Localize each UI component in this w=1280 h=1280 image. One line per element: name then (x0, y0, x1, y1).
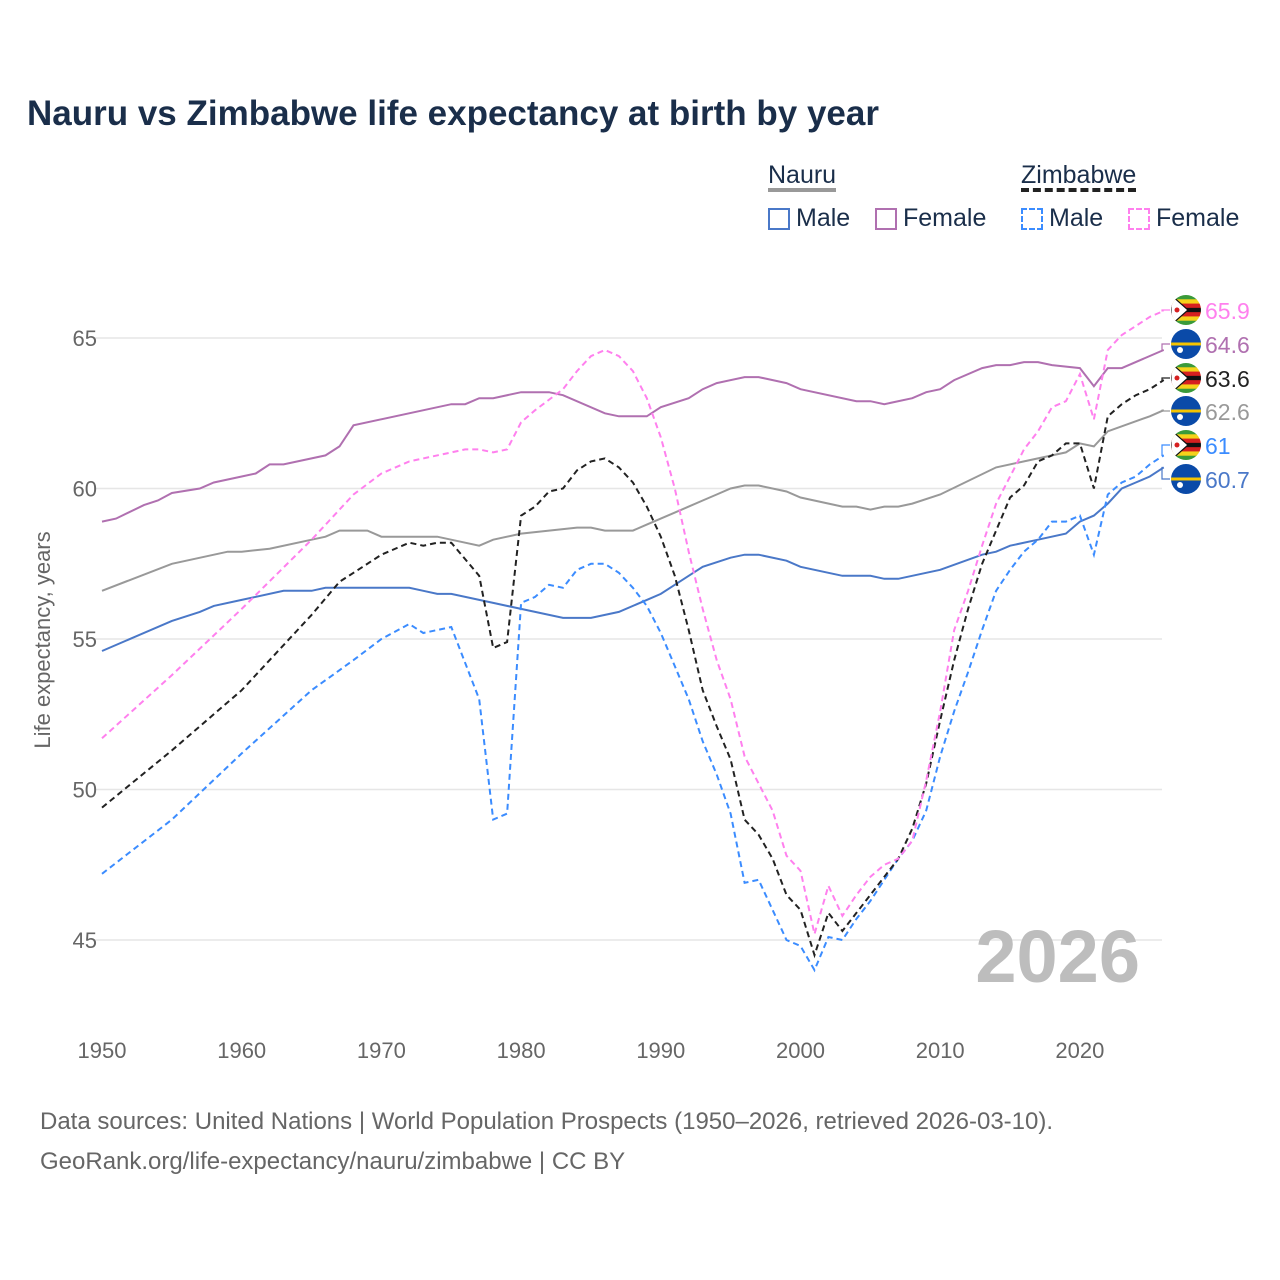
series-line-nauru-female (101, 349, 1165, 523)
chart-title: Nauru vs Zimbabwe life expectancy at bir… (27, 94, 879, 133)
label-connector (1161, 309, 1170, 312)
end-value-label: 60.7 (1205, 467, 1250, 493)
legend-label: Female (903, 204, 987, 232)
legend-swatch (1021, 207, 1043, 230)
legend-group-nauru: Nauru (768, 162, 837, 192)
source-line: Data sources: United Nations | World Pop… (40, 1108, 1054, 1135)
nauru-flag-icon (1171, 396, 1201, 426)
label-connector (1161, 409, 1170, 412)
series-line-zimbabwe-female (101, 309, 1165, 935)
legend-label: Female (1156, 204, 1240, 232)
year-watermark: 2026 (975, 915, 1140, 998)
end-value-label: 64.6 (1205, 332, 1250, 358)
x-tick-label: 1970 (357, 1038, 406, 1063)
x-tick-label: 1980 (497, 1038, 546, 1063)
end-value-label: 62.6 (1205, 399, 1250, 425)
legend-item-zimbabwe-male[interactable]: Male (1021, 204, 1103, 233)
x-tick-label: 2020 (1055, 1038, 1104, 1063)
label-connector (1161, 377, 1170, 381)
y-tick-label: 65 (73, 326, 97, 351)
zimbabwe-flag-icon (1171, 295, 1201, 325)
y-axis-label: Life expectancy, years (30, 531, 55, 748)
end-value-label: 61 (1205, 433, 1231, 459)
y-tick-label: 45 (73, 928, 97, 953)
nauru-flag-icon (1171, 329, 1201, 359)
legend-label: Male (796, 204, 851, 232)
zimbabwe-flag-icon (1171, 430, 1201, 460)
legend-item-zimbabwe-female[interactable]: Female (1128, 204, 1239, 233)
x-tick-label: 2000 (776, 1038, 825, 1063)
y-tick-label: 50 (73, 778, 97, 803)
end-value-label: 63.6 (1205, 366, 1250, 392)
series-line-nauru-male (101, 466, 1165, 652)
series-line-zimbabwe-male (101, 454, 1165, 973)
x-tick-label: 1950 (78, 1038, 127, 1063)
label-connector (1161, 466, 1170, 480)
x-tick-label: 1960 (217, 1038, 266, 1063)
zimbabwe-flag-icon (1171, 363, 1201, 393)
x-tick-label: 2010 (916, 1038, 965, 1063)
series-line-nauru (101, 409, 1165, 592)
x-tick-label: 1990 (636, 1038, 685, 1063)
legend-label: Male (1049, 204, 1104, 232)
legend-item-nauru-female[interactable]: Female (875, 204, 986, 233)
legend-swatch (1128, 207, 1150, 230)
source-url[interactable]: GeoRank.org/life-expectancy/nauru/zimbab… (40, 1148, 626, 1175)
label-connector (1161, 444, 1170, 456)
nauru-flag-icon (1171, 464, 1201, 494)
legend-group-zimbabwe: Zimbabwe (1021, 162, 1137, 192)
legend-item-nauru-male[interactable]: Male (768, 204, 850, 233)
y-tick-label: 60 (73, 477, 97, 502)
label-connector (1161, 343, 1170, 351)
y-tick-label: 55 (73, 627, 97, 652)
end-value-label: 65.9 (1205, 298, 1250, 324)
legend-swatch (875, 207, 897, 230)
series-line-zimbabwe (101, 379, 1165, 959)
legend-swatch (768, 207, 790, 230)
